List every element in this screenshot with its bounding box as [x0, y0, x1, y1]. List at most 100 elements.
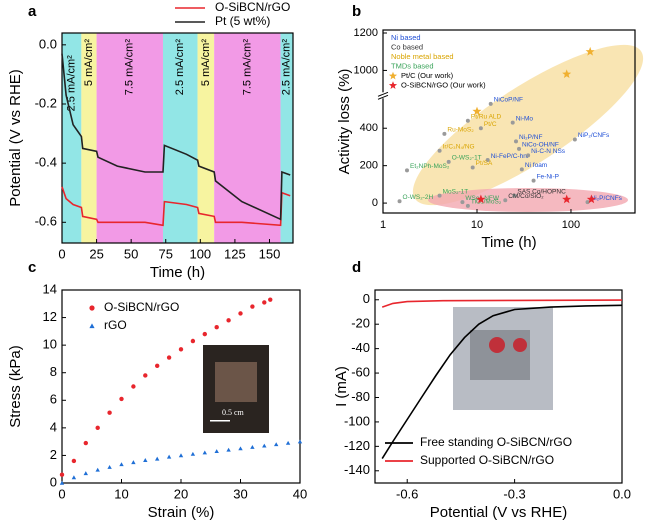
y-tick-label: -40: [351, 340, 370, 355]
chart-panel: c 0 10 20 30 40 0 2 4 6 8 10 12 14 Strain (%) Stress (k…: [7, 259, 307, 521]
region-label: 2.5 mA/cm²: [66, 55, 78, 112]
triangle-point: [95, 467, 100, 472]
triangle-point: [131, 460, 136, 465]
photo-apparatus: [470, 330, 530, 380]
point: [119, 396, 124, 402]
x-tick-label: -0.6: [396, 486, 418, 501]
point: [512, 193, 517, 198]
triangle-point: [155, 456, 160, 461]
x-tick-label: 75: [159, 246, 173, 261]
y-tick-label: -0.4: [35, 155, 57, 170]
y-tick-label: 400: [360, 122, 378, 134]
point: [262, 300, 267, 305]
legend-label: Supported O-SiBCN/rGO: [420, 453, 554, 467]
x-tick-label: 100: [189, 246, 211, 261]
point-label: Ni₂P/CNFs: [591, 195, 623, 202]
star-point: [472, 106, 482, 116]
region: [197, 33, 215, 243]
point: [465, 118, 470, 123]
point: [268, 297, 273, 302]
point: [190, 338, 196, 344]
triangle-point: [214, 449, 219, 454]
x-tick-label: 0.0: [613, 486, 631, 501]
panel-letter: c: [28, 259, 36, 276]
y-tick-label: 0: [372, 197, 378, 209]
scale-label: 0.5 cm: [222, 408, 245, 417]
point-label: CM/Co/SiO₂: [508, 193, 544, 200]
point-label: Ni foam: [525, 162, 547, 169]
y-tick-label: -0.2: [35, 95, 57, 110]
point: [437, 193, 442, 198]
x-tick-label: 1: [380, 219, 386, 231]
point: [446, 159, 451, 164]
point: [519, 167, 524, 172]
y-tick-label: -100: [344, 413, 370, 428]
y-tick-label: 12: [43, 309, 57, 324]
x-tick-label: 150: [259, 246, 281, 261]
y-tick-label: 6: [50, 392, 57, 407]
legend-label: O-SiBCN/rGO: [215, 0, 290, 14]
legend-label: Free standing O-SiBCN/rGO: [420, 435, 572, 449]
y-axis-label: I (mA): [333, 366, 350, 407]
star-point: [585, 46, 595, 56]
point: [71, 458, 77, 464]
x-tick-label: 25: [89, 246, 103, 261]
region: [214, 33, 281, 243]
data-line: [61, 53, 291, 221]
triangle-point: [107, 464, 112, 469]
legend-label: TMDs based: [391, 61, 434, 70]
point-label: Ru-MoS₂: [447, 127, 474, 134]
y-tick-label: 200: [360, 160, 378, 172]
axis-break-gap: [378, 92, 388, 99]
triangle-point: [166, 454, 172, 459]
x-tick-label: 10: [114, 486, 128, 501]
triangle-point: [83, 471, 88, 476]
point: [89, 305, 95, 311]
x-tick-label: -0.3: [503, 486, 525, 501]
photo-detail: [489, 337, 505, 353]
triangle-point: [274, 442, 279, 447]
y-axis-label: Potential (V vs RHE): [7, 69, 24, 207]
point: [470, 165, 475, 170]
scale-bar: [210, 420, 230, 422]
star-point: [388, 71, 398, 80]
point: [131, 384, 136, 389]
y-tick-label: 1000: [354, 64, 378, 76]
legend-label: Pt/C (Our work): [401, 71, 454, 80]
y-tick-label: 8: [50, 364, 57, 379]
region: [96, 33, 163, 243]
x-axis-label: Time (h): [481, 234, 536, 251]
point: [585, 200, 590, 205]
axis-break: [377, 94, 389, 100]
region-label: 2.5 mA/cm²: [174, 39, 186, 96]
point-label: Ni-FeP/C-hnr: [491, 153, 530, 160]
point-label: MoS₂-1T: [443, 188, 469, 195]
point: [202, 331, 207, 337]
point: [465, 203, 470, 208]
point: [526, 153, 531, 158]
point: [178, 347, 184, 352]
point: [488, 101, 493, 106]
region-label: 7.5 mA/cm²: [124, 39, 136, 96]
point-label: O-WS₂-2H: [403, 194, 434, 201]
point: [517, 146, 522, 151]
panel-letter: d: [352, 259, 361, 276]
point: [478, 126, 483, 131]
triangle-point: [238, 446, 243, 451]
y-tick-label: 0: [363, 291, 370, 306]
y-tick-label: 0.0: [39, 36, 57, 51]
point-label: SAS Co/HOPNC: [517, 188, 566, 195]
axis-break: [377, 91, 389, 97]
y-tick-label: -80: [351, 389, 370, 404]
y-tick-label: -60: [351, 365, 370, 380]
point: [460, 200, 465, 205]
y-tick-label: 10: [43, 337, 57, 352]
triangle-point: [202, 450, 207, 455]
x-axis-label: Strain (%): [148, 504, 215, 521]
point-label: TiO₂/MoS₂: [471, 199, 502, 206]
point-label: NiCoP/NF: [494, 97, 523, 104]
triangle-point: [71, 475, 77, 480]
y-tick-label: 0: [50, 474, 57, 489]
plot-frame: [374, 289, 623, 484]
